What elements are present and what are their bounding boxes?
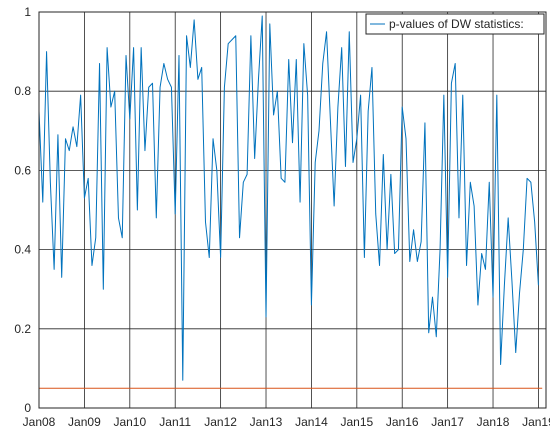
x-tick-label: Jan18 [477, 415, 510, 429]
x-tick-label: Jan17 [431, 415, 464, 429]
y-tick-label: 0.8 [14, 84, 31, 98]
x-tick-label: Jan11 [159, 415, 191, 429]
x-tick-label: Jan15 [340, 415, 373, 429]
x-gridlines [84, 12, 539, 408]
x-tick-labels: Jan08 Jan09 Jan10 Jan11 Jan12 Jan13 Jan14 Jan15… [23, 415, 550, 429]
axes-box [38, 11, 547, 409]
x-tick-label: Jan13 [250, 415, 283, 429]
x-tick-label: Jan12 [204, 415, 237, 429]
y-tick-label: 0.2 [14, 322, 31, 336]
x-tick-label: Jan09 [68, 415, 101, 429]
y-tick-label: 0 [24, 401, 31, 415]
legend-box [365, 13, 545, 35]
legend-label: p-values of DW statistics: [389, 17, 524, 31]
x-tick-label: Jan10 [113, 415, 146, 429]
y-tick-label: 0.6 [14, 163, 31, 177]
plot-area [39, 12, 546, 408]
series-layer [38, 15, 543, 389]
x-tick-label: Jan14 [295, 415, 328, 429]
x-tick-label: Jan19 [522, 415, 550, 429]
pvalue-series-line [38, 15, 539, 381]
y-tick-label: 0.4 [14, 243, 31, 257]
legend[interactable]: p-values of DW statistics: [365, 13, 545, 35]
y-tick-label: 1 [24, 5, 31, 19]
y-tick-labels: 0 0.2 0.4 0.6 0.8 1 [14, 5, 31, 415]
x-tick-label: Jan08 [23, 415, 56, 429]
x-tick-label: Jan16 [386, 415, 419, 429]
